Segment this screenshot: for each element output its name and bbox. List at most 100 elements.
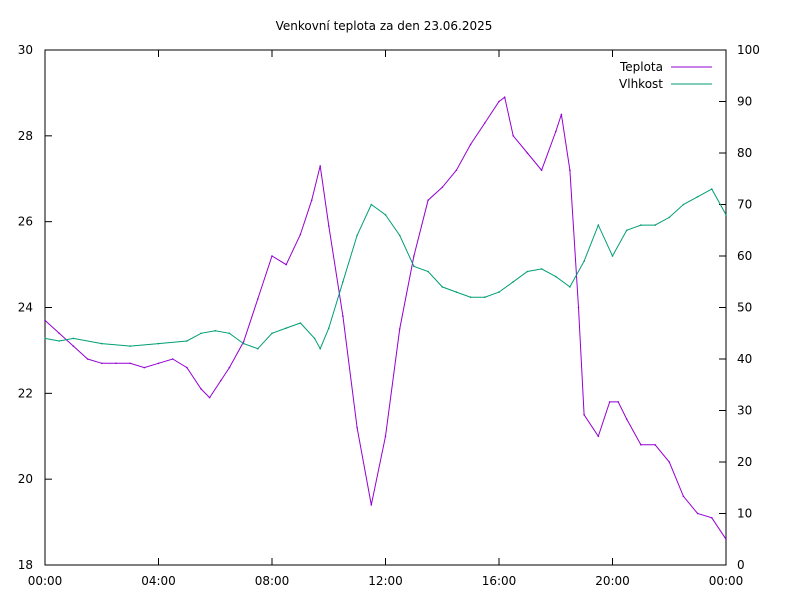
data-point-teplota bbox=[319, 165, 322, 167]
x-axis: 00:00 04:00 08:00 12:00 16:00 20:00 00:00 bbox=[28, 50, 744, 588]
data-point-vlhkost bbox=[696, 196, 699, 198]
data-point-teplota bbox=[577, 306, 580, 309]
data-point-vlhkost bbox=[72, 337, 75, 340]
data-point-teplota bbox=[200, 388, 202, 390]
data-point-teplota bbox=[441, 186, 444, 189]
data-point-vlhkost bbox=[370, 203, 373, 206]
data-point-teplota bbox=[72, 345, 75, 347]
legend-label: Vlhkost bbox=[619, 77, 663, 91]
x-tick-label: 08:00 bbox=[255, 574, 290, 588]
data-point-vlhkost bbox=[512, 281, 514, 283]
legend-label: Teplota bbox=[619, 60, 663, 74]
x-tick-label: 00:00 bbox=[709, 574, 744, 588]
data-point-vlhkost bbox=[597, 224, 600, 226]
x-tick-label: 20:00 bbox=[595, 574, 630, 588]
data-point-teplota bbox=[242, 341, 245, 343]
data-point-vlhkost bbox=[498, 291, 500, 293]
data-point-teplota bbox=[208, 396, 211, 399]
data-point-vlhkost bbox=[157, 342, 160, 345]
data-point-teplota bbox=[555, 130, 557, 133]
data-point-teplota bbox=[625, 418, 628, 420]
data-point-teplota bbox=[101, 362, 103, 365]
data-point-teplota bbox=[398, 328, 401, 330]
data-point-teplota bbox=[560, 113, 563, 116]
series-layer bbox=[44, 96, 727, 540]
data-point-vlhkost bbox=[44, 337, 46, 340]
data-point-teplota bbox=[143, 366, 146, 369]
y-tick-label-left: 26 bbox=[18, 215, 33, 229]
data-point-teplota bbox=[58, 332, 60, 335]
y-tick-label-left: 22 bbox=[18, 386, 33, 400]
y-tick-label-right: 100 bbox=[737, 43, 760, 57]
y-tick-label-right: 10 bbox=[737, 507, 752, 521]
data-point-vlhkost bbox=[186, 340, 188, 342]
y-tick-label-right: 90 bbox=[737, 95, 752, 109]
data-point-teplota bbox=[271, 255, 273, 257]
data-point-teplota bbox=[44, 319, 46, 322]
data-point-vlhkost bbox=[569, 286, 571, 288]
data-point-teplota bbox=[427, 199, 429, 201]
y-tick-label-right: 60 bbox=[737, 249, 752, 263]
data-point-vlhkost bbox=[711, 188, 713, 190]
data-point-teplota bbox=[569, 169, 571, 171]
y-tick-label-right: 20 bbox=[737, 455, 752, 469]
data-point-teplota bbox=[597, 435, 600, 438]
data-point-vlhkost bbox=[668, 216, 671, 219]
data-point-teplota bbox=[171, 358, 174, 360]
data-point-vlhkost bbox=[384, 214, 387, 216]
data-point-vlhkost bbox=[228, 332, 231, 335]
data-point-teplota bbox=[310, 199, 313, 201]
data-point-teplota bbox=[115, 362, 117, 365]
data-point-vlhkost bbox=[540, 268, 543, 270]
data-point-vlhkost bbox=[313, 337, 316, 340]
data-point-teplota bbox=[469, 143, 472, 146]
data-point-teplota bbox=[370, 504, 373, 506]
x-tick-label: 00:00 bbox=[28, 574, 63, 588]
data-point-vlhkost bbox=[356, 234, 358, 237]
data-point-teplota bbox=[299, 233, 302, 236]
data-point-vlhkost bbox=[101, 342, 103, 345]
data-point-vlhkost bbox=[725, 214, 727, 216]
y-tick-label-right: 80 bbox=[737, 146, 752, 160]
data-point-teplota bbox=[540, 169, 543, 171]
data-point-teplota bbox=[356, 426, 358, 429]
data-point-vlhkost bbox=[455, 291, 458, 293]
data-point-vlhkost bbox=[469, 296, 472, 299]
data-point-vlhkost bbox=[342, 281, 344, 283]
y-tick-label-left: 18 bbox=[18, 558, 33, 572]
x-tick-label: 16:00 bbox=[482, 574, 517, 588]
data-point-teplota bbox=[413, 255, 415, 257]
data-point-teplota bbox=[285, 263, 288, 266]
data-point-teplota bbox=[328, 225, 330, 227]
y-tick-label-left: 24 bbox=[18, 301, 33, 315]
data-point-teplota bbox=[668, 461, 671, 463]
data-point-teplota bbox=[640, 444, 642, 446]
data-point-teplota bbox=[384, 435, 387, 438]
series-line-teplota bbox=[44, 96, 727, 540]
data-point-vlhkost bbox=[441, 286, 444, 288]
data-point-vlhkost bbox=[640, 224, 642, 226]
data-point-teplota bbox=[86, 358, 89, 360]
data-point-teplota bbox=[228, 366, 231, 369]
y-tick-label-right: 0 bbox=[737, 558, 745, 572]
data-point-vlhkost bbox=[654, 224, 656, 226]
data-point-teplota bbox=[617, 401, 619, 403]
legend: Teplota Vlhkost bbox=[619, 60, 712, 91]
chart-title: Venkovní teplota za den 23.06.2025 bbox=[276, 19, 493, 33]
y-axis-left: 18 20 22 24 26 28 30 bbox=[18, 43, 52, 572]
data-point-vlhkost bbox=[257, 347, 259, 350]
data-point-teplota bbox=[654, 444, 656, 446]
y-tick-label-left: 30 bbox=[18, 43, 33, 57]
series-line-vlhkost bbox=[44, 188, 727, 350]
data-point-teplota bbox=[220, 379, 222, 382]
data-point-teplota bbox=[186, 366, 188, 369]
data-point-vlhkost bbox=[625, 229, 628, 232]
data-point-vlhkost bbox=[129, 345, 131, 347]
data-point-vlhkost bbox=[682, 203, 685, 206]
data-point-teplota bbox=[129, 362, 131, 365]
data-point-vlhkost bbox=[611, 255, 614, 257]
y-tick-label-left: 28 bbox=[18, 129, 33, 143]
data-point-vlhkost bbox=[328, 327, 330, 329]
data-point-teplota bbox=[711, 517, 713, 519]
